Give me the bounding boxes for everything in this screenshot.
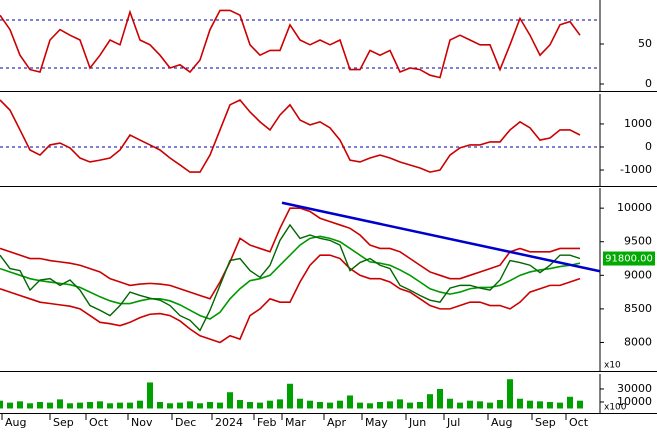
volume-bar [0,400,3,409]
y-tick-label: 9500 [624,235,652,248]
y-tick-label: 30000 [617,382,652,395]
volume-bar [67,403,73,409]
volume-bar [37,401,43,409]
y-tick-label: 10000 [617,395,652,408]
volume-bar [7,402,13,409]
volume-bar [557,402,563,409]
series-line [0,254,581,344]
x-tick-label: May [365,416,388,429]
volume-bar [207,401,213,409]
volume-bar [157,401,163,409]
volume-bar [577,400,583,409]
x-tick-label: Oct [569,416,589,429]
x-tick-label: 2024 [215,416,243,429]
volume-bar [117,402,123,409]
volume-bar [347,395,353,409]
volume-bar [197,403,203,409]
x-tick-label: Sep [535,416,556,429]
volume-bar [487,402,493,409]
y-tick-label: 0 [645,77,652,90]
series-line [0,235,581,320]
trend-line [281,201,601,273]
volume-bar [257,402,263,409]
volume-bar [227,392,233,409]
y-tick-label: 9000 [624,268,652,281]
volume-bar [357,402,363,409]
volume-bar [57,399,63,409]
volume-bar [317,401,323,409]
volume-bar [27,403,33,409]
volume-bar [407,402,413,409]
volume-bar [377,401,383,409]
x-tick-label: Jul [446,416,460,429]
x-tick-label: Feb [257,416,276,429]
y-tick-label: 50 [638,37,652,50]
series-line [0,223,581,332]
volume-bar [237,400,243,409]
x-tick-label: Aug [5,416,26,429]
y-tick-label: 0 [645,140,652,153]
volume-bar [17,401,23,409]
x-tick-label: Aug [491,416,512,429]
volume-bar [397,399,403,409]
volume-bar [137,400,143,409]
y-tick-label: 10000 [617,201,652,214]
volume-bar [327,402,333,409]
volume-bar [457,402,463,409]
volume-bar [97,401,103,409]
volume-bar [567,396,573,409]
volume-bar [287,383,293,409]
volume-bar [447,398,453,409]
volume-bar [187,401,193,409]
series-line [0,207,580,300]
volume-bar [177,402,183,409]
price-tag: 91800.00 [605,254,653,265]
volume-bar [507,379,513,409]
volume-bar [367,403,373,409]
volume-bar [547,401,553,409]
axis-unit: x10 [604,361,621,371]
x-tick-label: Jun [408,416,426,429]
volume-bar [267,400,273,409]
volume-bar [297,398,303,409]
volume-bar [337,400,343,409]
volume-bar [477,401,483,409]
y-tick-label: -1000 [620,163,652,176]
volume-bar [467,400,473,409]
x-tick-label: Dec [175,416,196,429]
volume-bar [127,402,133,409]
series-line [0,98,581,173]
volume-bar [147,382,153,409]
y-tick-label: 8500 [624,302,652,315]
y-tick-label: 8000 [624,335,652,348]
volume-bar [417,401,423,409]
price-tag-bg [603,251,655,266]
volume-bar [437,388,443,409]
volume-bar [47,402,53,409]
x-tick-label: Nov [131,416,153,429]
volume-bar [427,394,433,409]
axis-unit: x100 [604,403,627,413]
volume-bar [247,401,253,409]
y-tick-label: 1000 [624,117,652,130]
volume-bar [307,400,313,409]
volume-bar [497,400,503,409]
volume-bar [167,403,173,409]
x-tick-label: Mar [285,416,306,429]
series-line [0,9,581,79]
volume-bar [517,398,523,409]
volume-bar [527,400,533,409]
volume-bar [87,401,93,409]
x-tick-label: Apr [327,416,347,429]
volume-bar [77,402,83,409]
volume-bar [537,401,543,409]
volume-bar [107,403,113,409]
volume-bar [217,402,223,409]
x-tick-label: Oct [89,416,109,429]
x-tick-label: Sep [53,416,74,429]
volume-bar [387,401,393,409]
volume-bar [277,399,283,409]
